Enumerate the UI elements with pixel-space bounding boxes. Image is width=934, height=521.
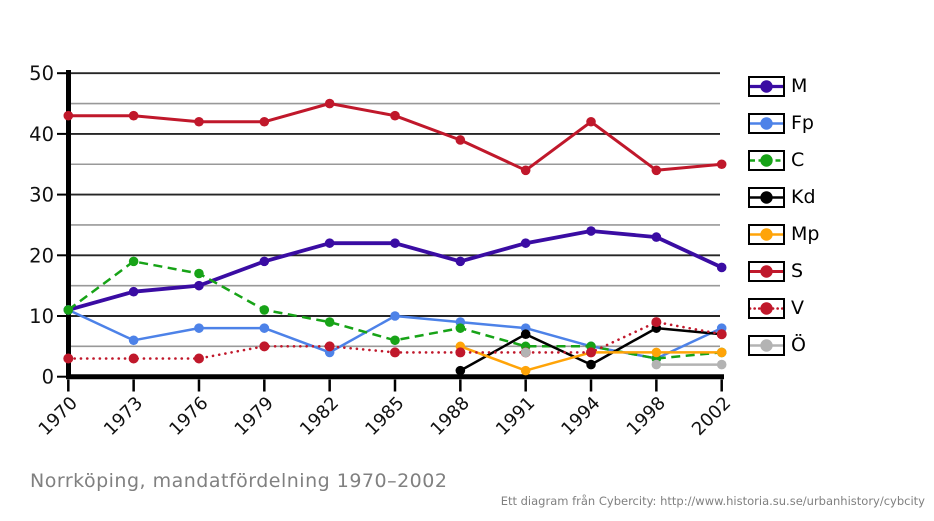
legend-swatch-V	[748, 298, 785, 319]
series-point-Mp	[651, 347, 662, 358]
x-tick-label: 1985	[361, 393, 408, 440]
series-point-Fp	[259, 323, 270, 333]
legend-swatch-Ö	[748, 335, 785, 356]
y-tick-label: 30	[29, 184, 54, 207]
series-point-C	[259, 305, 270, 315]
series-point-C	[63, 305, 74, 315]
legend-item-M: M	[748, 75, 819, 98]
series-point-S	[390, 110, 400, 121]
legend-swatch-Kd	[748, 187, 785, 208]
legend-item-Fp: Fp	[748, 112, 819, 135]
series-point-S	[128, 110, 139, 121]
series-point-Fp	[128, 335, 139, 346]
legend-swatch-M	[748, 76, 785, 97]
series-point-C	[455, 323, 466, 333]
legend-item-C: C	[748, 149, 819, 172]
legend-swatch-C	[748, 150, 785, 171]
x-tick-label: 1998	[623, 393, 670, 440]
series-point-M	[716, 262, 727, 273]
series-point-Kd	[520, 329, 531, 340]
legend-label-Kd: Kd	[791, 186, 816, 208]
series-point-V	[324, 341, 335, 352]
legend-item-Mp: Mp	[748, 223, 819, 246]
legend-item-Kd: Kd	[748, 186, 819, 209]
series-point-M	[194, 280, 204, 291]
legend-label-Fp: Fp	[791, 112, 814, 134]
legend-label-V: V	[791, 297, 804, 319]
series-point-M	[586, 226, 596, 236]
chart-title: Norrköping, mandatfördelning 1970–2002	[30, 470, 448, 492]
series-point-V	[128, 353, 139, 364]
series-point-Ö	[520, 347, 531, 358]
x-tick-label: 1994	[557, 393, 604, 440]
y-tick-label: 10	[29, 305, 54, 328]
x-tick-label: 1979	[231, 393, 278, 440]
y-tick-label: 40	[29, 123, 54, 146]
series-point-V	[586, 347, 597, 358]
legend: M Fp C Kd Mp S V Ö	[748, 75, 819, 357]
legend-item-Ö: Ö	[748, 334, 819, 357]
legend-label-Ö: Ö	[791, 334, 806, 356]
series-point-M	[651, 232, 662, 242]
series-point-S	[63, 110, 74, 121]
series-point-V	[716, 329, 727, 340]
x-tick-label: 1988	[427, 393, 474, 440]
series-point-M	[259, 256, 270, 267]
legend-swatch-Fp	[748, 113, 785, 134]
series-point-S	[716, 159, 727, 170]
series-point-S	[520, 165, 531, 176]
y-tick-label: 50	[29, 62, 54, 85]
series-point-Ö	[651, 359, 662, 370]
series-point-V	[455, 347, 466, 358]
legend-label-M: M	[791, 75, 808, 97]
x-tick-label: 1991	[492, 393, 539, 440]
legend-item-S: S	[748, 260, 819, 283]
series-point-S	[651, 165, 662, 176]
series-point-C	[390, 335, 400, 346]
series-point-S	[259, 116, 270, 127]
x-tick-label: 1970	[35, 393, 82, 440]
series-point-V	[390, 347, 400, 358]
series-point-S	[194, 116, 204, 127]
x-tick-label: 2002	[688, 393, 735, 440]
series-point-M	[520, 238, 531, 248]
series-point-C	[324, 317, 335, 327]
series-point-Ö	[716, 359, 727, 370]
series-point-Kd	[455, 365, 466, 376]
x-tick-label: 1976	[165, 393, 212, 440]
series-point-M	[128, 286, 139, 297]
legend-swatch-Mp	[748, 224, 785, 245]
legend-item-V: V	[748, 297, 819, 320]
legend-label-Mp: Mp	[791, 223, 820, 245]
series-point-S	[324, 98, 335, 109]
legend-swatch-S	[748, 261, 785, 282]
attribution-text: Ett diagram från Cybercity: http://www.h…	[500, 494, 925, 508]
series-point-Mp	[520, 365, 531, 376]
series-point-S	[455, 135, 466, 145]
series-point-M	[390, 238, 400, 248]
series-point-Fp	[390, 311, 400, 321]
x-tick-label: 1973	[100, 393, 147, 440]
x-tick-label: 1982	[296, 393, 343, 440]
series-point-Mp	[716, 347, 727, 358]
series-point-S	[586, 116, 596, 127]
y-tick-label: 0	[42, 366, 54, 389]
legend-label-S: S	[791, 260, 804, 282]
series-point-Fp	[194, 323, 204, 333]
series-point-Kd	[586, 359, 596, 370]
legend-label-C: C	[791, 149, 805, 171]
series-point-C	[128, 256, 139, 267]
series-point-V	[63, 353, 74, 364]
series-point-V	[259, 341, 270, 352]
y-tick-label: 20	[29, 244, 54, 267]
series-point-M	[324, 238, 335, 248]
series-point-V	[193, 353, 204, 364]
series-point-V	[651, 317, 662, 328]
series-point-C	[194, 268, 204, 279]
series-point-M	[455, 256, 466, 267]
